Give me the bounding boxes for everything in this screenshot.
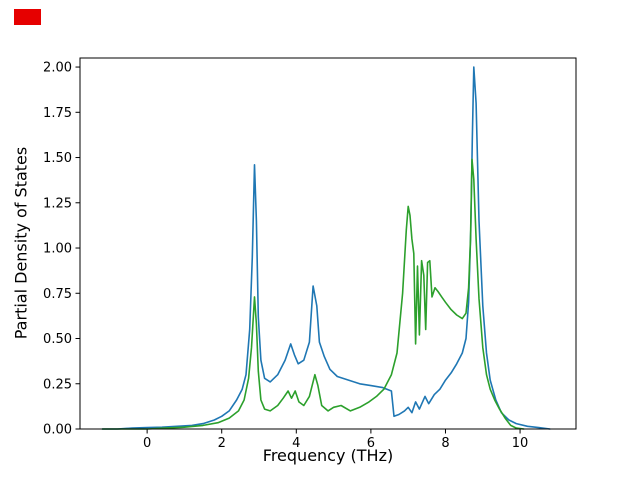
line-pdos-blue [101,66,551,430]
y-axis-label: Partial Density of States [11,146,31,340]
red-marker [14,9,41,25]
y-axis-tick-label: 1.25 [43,196,72,211]
x-axis-tick-label: 8 [441,436,449,451]
y-axis-tick-label: 2.00 [43,61,72,76]
y-axis-tick-label: 1.75 [43,106,72,121]
plot-border [79,57,577,430]
y-axis-tick-label: 0.50 [43,332,72,347]
y-axis-tick-label: 0.00 [43,423,72,438]
x-axis-tick-label: 4 [292,436,300,451]
x-axis-tick-label: 0 [143,436,151,451]
x-axis-tick-label: 6 [367,436,375,451]
x-axis-tick-label: 2 [218,436,226,451]
x-axis-tick-label: 10 [512,436,529,451]
x-axis-label: Frequency (THz) [262,446,394,465]
y-axis-tick-label: 0.25 [43,377,72,392]
y-axis-tick-label: 0.75 [43,287,72,302]
y-axis-tick-label: 1.50 [43,151,72,166]
y-axis-tick-label: 1.00 [43,242,72,257]
line-pdos-green [101,158,525,430]
